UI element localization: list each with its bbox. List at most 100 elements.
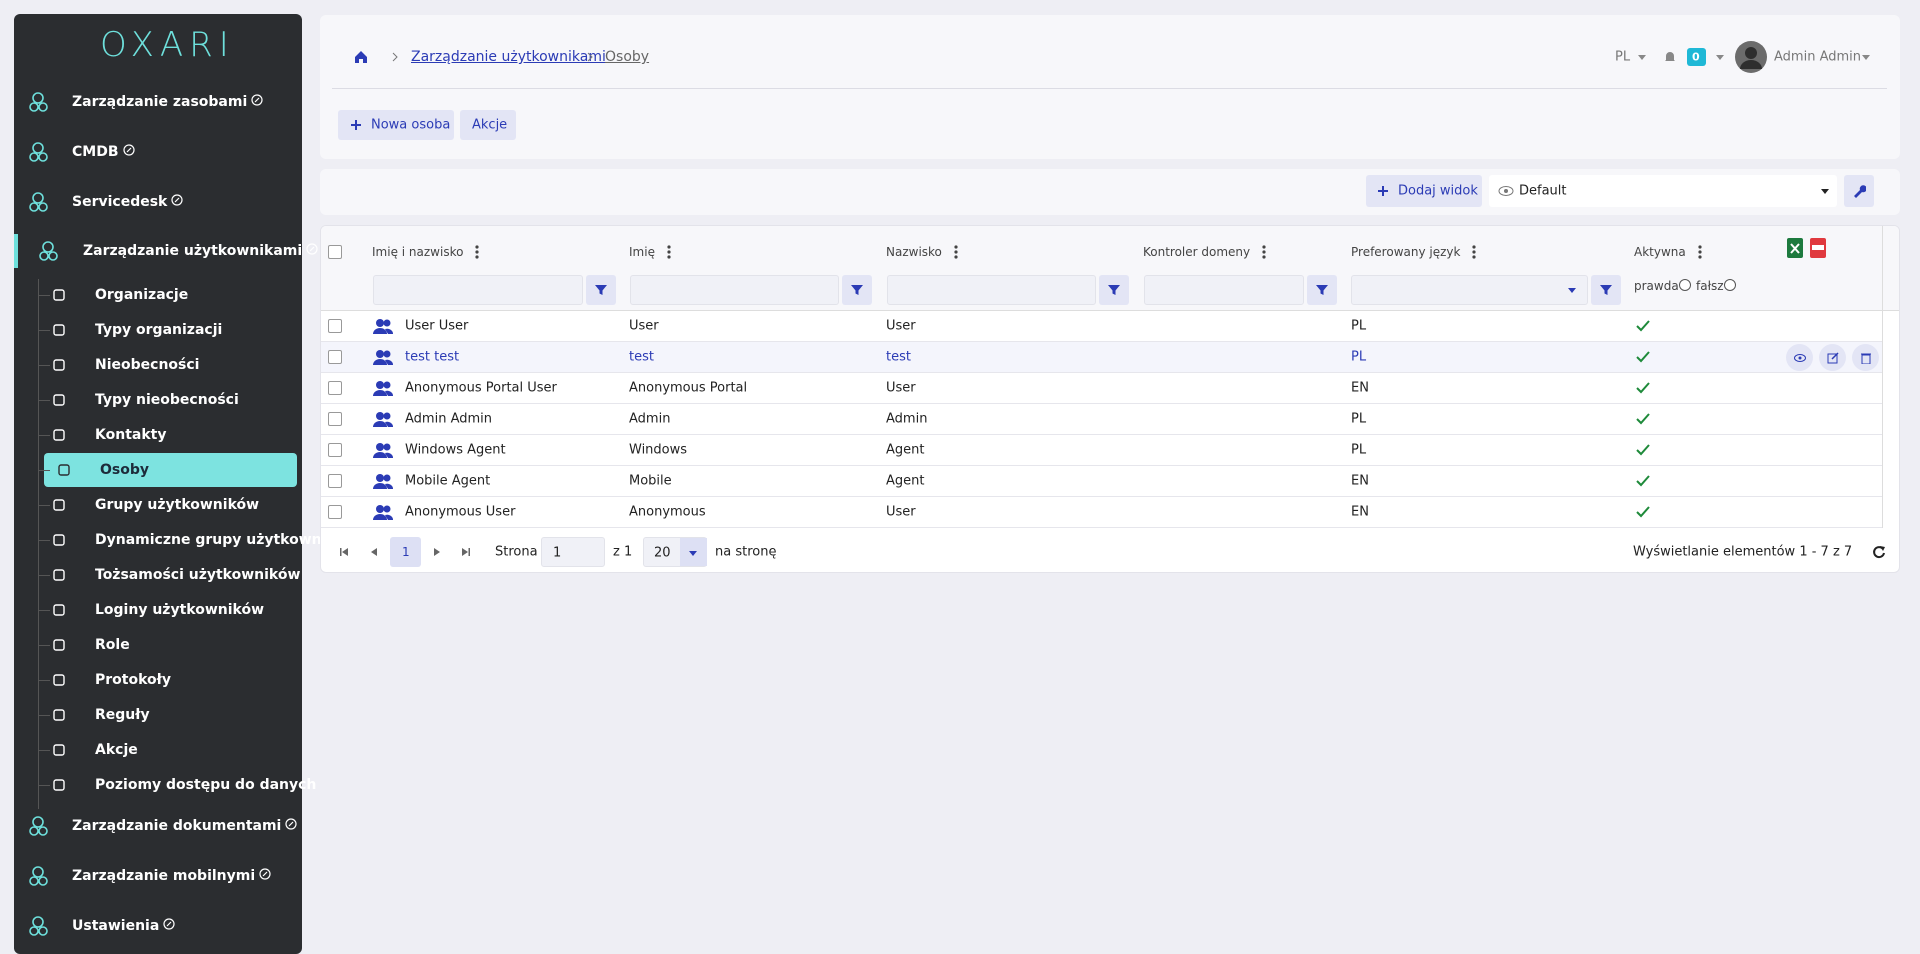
next-page[interactable] <box>432 547 442 557</box>
column-header[interactable]: Nazwisko <box>886 245 942 259</box>
page-button[interactable]: 1 <box>390 537 421 567</box>
button[interactable] <box>586 275 616 305</box>
button[interactable] <box>842 275 872 305</box>
tree-branch <box>38 365 50 366</box>
view-select[interactable]: Default <box>1489 175 1837 207</box>
button[interactable]: Akcje <box>460 110 516 140</box>
refresh-icon[interactable] <box>1872 545 1886 559</box>
table-row[interactable]: Windows Agent Windows Agent PL <box>321 435 1882 466</box>
column-menu[interactable] <box>1472 245 1476 259</box>
submenu-item[interactable]: Tożsamości użytkowników <box>95 567 301 583</box>
wrench-icon <box>1854 185 1866 198</box>
menu-item[interactable]: Zarządzanie zasobami <box>72 94 248 110</box>
button[interactable] <box>1307 275 1337 305</box>
checkbox[interactable] <box>328 381 342 395</box>
submenu-item[interactable]: Grupy użytkowników <box>95 497 260 513</box>
home-icon[interactable] <box>353 49 369 65</box>
table-row[interactable]: Admin Admin Admin Admin PL <box>321 404 1882 435</box>
filter-input[interactable] <box>1351 275 1588 305</box>
bell-icon[interactable] <box>1663 49 1677 63</box>
checkbox[interactable] <box>328 319 342 333</box>
table-row[interactable]: Mobile Agent Mobile Agent EN <box>321 466 1882 497</box>
submenu-item[interactable]: Organizacje <box>95 287 189 303</box>
filter-input[interactable] <box>373 275 583 305</box>
filter-input[interactable] <box>1144 275 1304 305</box>
button[interactable] <box>1099 275 1129 305</box>
radio[interactable] <box>1724 279 1736 291</box>
menu-badge <box>251 94 263 106</box>
submenu-icon <box>53 674 65 686</box>
column-header[interactable]: Kontroler domeny <box>1143 245 1251 259</box>
menu-item[interactable]: Zarządzanie użytkownikami <box>83 243 303 259</box>
submenu-item[interactable]: Typy nieobecności <box>95 392 239 408</box>
submenu-item[interactable]: Akcje <box>95 742 138 758</box>
user-name[interactable]: Admin Admin <box>1774 49 1861 65</box>
filter-input[interactable] <box>887 275 1096 305</box>
column-header[interactable]: Imię i nazwisko <box>372 245 464 259</box>
submenu-item[interactable]: Osoby <box>100 462 149 478</box>
active-check <box>1636 475 1650 487</box>
menu-item[interactable]: Servicedesk <box>72 194 168 210</box>
page-input[interactable]: 1 <box>541 537 605 567</box>
breadcrumb-link[interactable]: Zarządzanie użytkownikami <box>411 49 606 65</box>
column-menu[interactable] <box>954 245 958 259</box>
table-row[interactable]: test test test test PL <box>321 342 1882 373</box>
menu-item[interactable]: Zarządzanie mobilnymi <box>72 868 256 884</box>
filter-input[interactable] <box>630 275 839 305</box>
button[interactable]: Nowa osoba <box>338 110 454 140</box>
menu-item[interactable]: CMDB <box>72 144 119 160</box>
active-check <box>1636 413 1650 425</box>
last-page[interactable] <box>461 547 471 557</box>
column-menu[interactable] <box>667 245 671 259</box>
export-pdf[interactable] <box>1810 238 1826 258</box>
menu-item[interactable]: Zarządzanie dokumentami <box>72 818 282 834</box>
column-menu[interactable] <box>1262 245 1266 259</box>
submenu-item[interactable]: Dynamiczne grupy użytkowników <box>95 532 358 548</box>
column-header[interactable]: Aktywna <box>1634 245 1686 259</box>
submenu-item[interactable]: Nieobecności <box>95 357 200 373</box>
avatar[interactable] <box>1735 41 1767 73</box>
button[interactable] <box>1591 275 1621 305</box>
per-page-select[interactable]: 20 <box>643 537 707 567</box>
submenu-item[interactable]: Poziomy dostępu do danych <box>95 777 317 793</box>
button[interactable]: Dodaj widok <box>1366 175 1482 207</box>
checkbox[interactable] <box>328 245 342 259</box>
submenu-item[interactable]: Kontakty <box>95 427 167 443</box>
button[interactable] <box>1844 175 1874 207</box>
table-row[interactable]: Anonymous Portal User Anonymous Portal Use… <box>321 373 1882 404</box>
checkbox[interactable] <box>328 474 342 488</box>
tree-branch <box>38 540 50 541</box>
checkbox[interactable] <box>328 350 342 364</box>
cell: EN <box>1351 473 1369 489</box>
radio[interactable] <box>1679 279 1691 291</box>
prev-page[interactable] <box>369 547 379 557</box>
submenu-item[interactable]: Role <box>95 637 130 653</box>
row-action[interactable] <box>1786 344 1813 371</box>
column-header[interactable]: Preferowany język <box>1351 245 1461 259</box>
language[interactable]: PL <box>1615 49 1631 65</box>
submenu-icon <box>53 569 65 581</box>
column-menu[interactable] <box>475 245 479 259</box>
submenu-item[interactable]: Loginy użytkowników <box>95 602 264 618</box>
submenu-item[interactable]: Reguły <box>95 707 150 723</box>
checkbox[interactable] <box>328 505 342 519</box>
tree-branch <box>38 610 50 611</box>
export-excel[interactable] <box>1787 238 1803 258</box>
column-menu[interactable] <box>1698 245 1702 259</box>
cell: test <box>886 349 911 365</box>
submenu-item[interactable]: Protokoły <box>95 672 171 688</box>
table-row[interactable]: Anonymous User Anonymous User EN <box>321 497 1882 528</box>
table-row[interactable]: User User User User PL <box>321 311 1882 342</box>
row-action[interactable] <box>1819 344 1846 371</box>
row-action[interactable] <box>1852 344 1879 371</box>
menu-badge <box>123 144 135 156</box>
column-header[interactable]: Imię <box>629 245 655 259</box>
first-page[interactable] <box>339 547 349 557</box>
caret <box>1638 54 1646 60</box>
submenu-item[interactable]: Typy organizacji <box>95 322 223 338</box>
cell: Admin <box>629 411 671 427</box>
menu-item[interactable]: Ustawienia <box>72 918 160 934</box>
checkbox[interactable] <box>328 443 342 457</box>
tree-branch <box>38 505 50 506</box>
checkbox[interactable] <box>328 412 342 426</box>
